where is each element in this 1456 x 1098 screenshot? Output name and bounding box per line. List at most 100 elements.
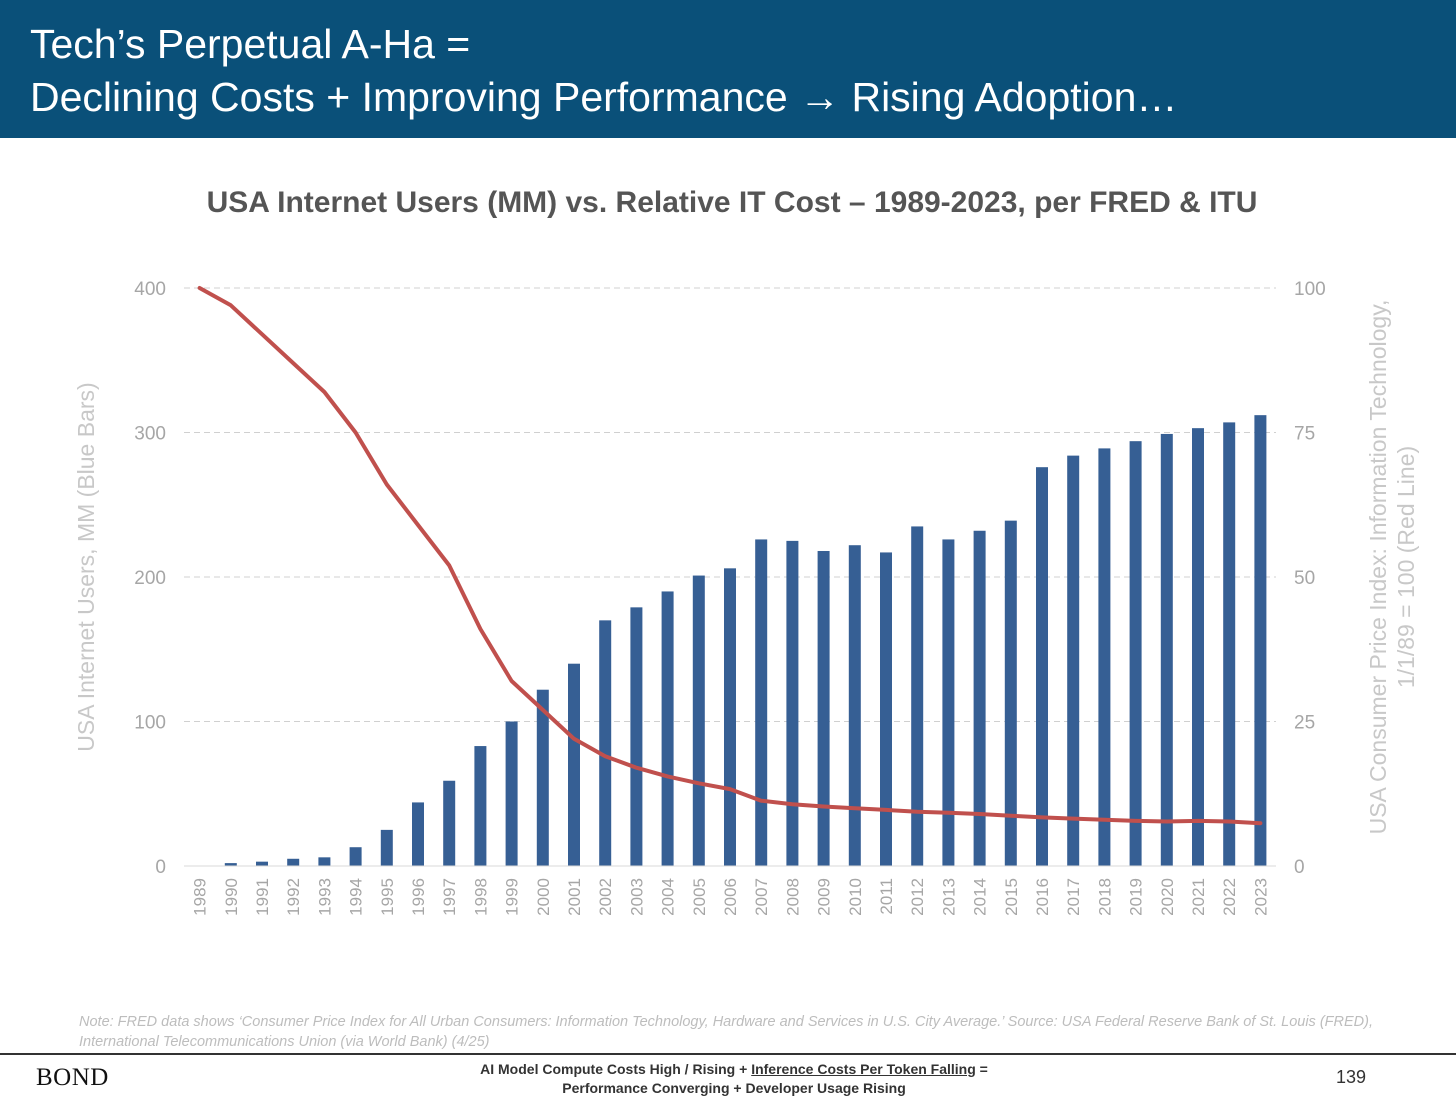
bar — [474, 746, 487, 866]
bar — [1004, 520, 1017, 866]
cpi-line — [197, 286, 1263, 826]
x-axis-tick-label: 1991 — [253, 878, 272, 916]
slide-title-line-1: Tech’s Perpetual A-Ha = — [30, 21, 471, 67]
slide-header: Tech’s Perpetual A-Ha = Declining Costs … — [0, 0, 1456, 138]
bar — [786, 540, 799, 866]
footer-tagline-underlined: Inference Costs Per Token Falling — [751, 1061, 976, 1077]
x-axis-tick-label: 2015 — [1002, 878, 1021, 916]
x-axis-tick-label: 1996 — [409, 878, 428, 916]
bar — [724, 568, 736, 866]
bar — [848, 545, 861, 866]
page-number: 139 — [1336, 1067, 1367, 1087]
bar — [880, 552, 892, 866]
x-axis-tick-label: 2020 — [1158, 878, 1177, 916]
bar — [1254, 415, 1267, 866]
line-series — [197, 286, 1263, 826]
right-axis-label-line-1: USA Consumer Price Index: Information Te… — [1365, 300, 1391, 835]
x-axis-tick-label: 2003 — [627, 878, 646, 916]
x-axis-tick-label: 1999 — [503, 878, 522, 916]
bar — [1129, 441, 1142, 866]
bar — [1160, 433, 1173, 866]
x-axis-tick-label: 2009 — [815, 878, 834, 916]
right-axis-tick-label: 50 — [1294, 568, 1315, 589]
bar — [536, 689, 549, 866]
left-axis-tick-label: 100 — [134, 713, 166, 734]
x-axis-tick-label: 1997 — [440, 878, 459, 916]
bar — [1192, 428, 1204, 866]
bar — [349, 847, 362, 866]
footer-divider — [0, 1053, 1456, 1055]
bar — [692, 575, 705, 866]
x-axis-tick-label: 2022 — [1220, 878, 1239, 916]
x-axis-tick-label: 2014 — [971, 878, 990, 916]
right-axis-label-line-2: 1/1/89 = 100 (Red Line) — [1393, 446, 1419, 688]
bar — [505, 721, 518, 866]
bond-logo: BOND — [36, 1064, 109, 1091]
footnote: Note: FRED data shows ‘Consumer Price In… — [79, 1014, 1373, 1050]
x-axis-tick-label: 2000 — [534, 878, 553, 916]
bar — [287, 858, 300, 866]
x-axis-tick-label: 1992 — [284, 878, 303, 916]
bar — [412, 802, 424, 866]
x-axis-tick-label: 2018 — [1095, 878, 1114, 916]
x-axis-tick-label: 2017 — [1064, 878, 1083, 916]
footer-tagline-prefix: AI Model Compute Costs High / Rising + — [480, 1061, 752, 1077]
footer-tagline-suffix: = — [975, 1061, 988, 1077]
right-axis-tick-label: 25 — [1294, 713, 1315, 734]
x-axis-tick-label: 1990 — [222, 878, 241, 916]
x-axis-tick-label: 2002 — [596, 878, 615, 916]
bar — [318, 857, 331, 866]
x-axis-tick-label: 1994 — [347, 878, 366, 916]
bar — [443, 780, 456, 866]
left-axis-tick-label: 300 — [134, 424, 166, 445]
right-axis-tick-label: 75 — [1294, 424, 1315, 445]
bar — [630, 607, 643, 866]
left-axis-label: USA Internet Users, MM (Blue Bars) — [73, 382, 99, 751]
left-axis-tick-label: 400 — [134, 279, 166, 300]
bar — [661, 591, 674, 866]
bar — [1067, 455, 1080, 866]
bar — [755, 539, 768, 866]
bar — [942, 539, 955, 866]
bar-series — [224, 415, 1267, 866]
axes: 0 100 200 300 400 0 25 50 75 100 1989 1990 1991 1992 1… — [134, 279, 1325, 916]
footer-tagline-line-2: Performance Converging + Developer Usage… — [562, 1080, 906, 1096]
x-axis-tick-label: 1998 — [471, 878, 490, 916]
slide-title-line-2: Declining Costs + Improving Performance … — [30, 74, 1178, 120]
bar — [817, 550, 830, 866]
x-axis-tick-label: 2021 — [1189, 878, 1208, 916]
x-axis-tick-label: 2010 — [846, 878, 865, 916]
x-axis-tick-label: 2006 — [721, 878, 740, 916]
left-axis-tick-label: 0 — [155, 857, 166, 878]
x-axis-tick-label: 1995 — [378, 878, 397, 916]
bar — [973, 530, 986, 866]
bar — [1223, 422, 1236, 866]
x-axis-tick-label: 2012 — [908, 878, 927, 916]
bar — [568, 663, 580, 866]
left-axis-tick-label: 200 — [134, 568, 166, 589]
x-axis-tick-label: 2005 — [690, 878, 709, 916]
right-axis-tick-label: 100 — [1294, 279, 1326, 300]
bar — [224, 863, 237, 866]
chart: 0 100 200 300 400 0 25 50 75 100 1989 1990 1991 1992 1… — [73, 279, 1419, 916]
bar — [1098, 448, 1111, 866]
x-axis-tick-label: 2019 — [1127, 878, 1146, 916]
bar — [256, 861, 268, 866]
x-axis-tick-label: 1993 — [315, 878, 334, 916]
bar — [1036, 467, 1048, 866]
x-axis-tick-label: 2013 — [939, 878, 958, 916]
x-axis-tick-label: 2004 — [659, 878, 678, 916]
bar — [911, 526, 924, 866]
footer-tagline: AI Model Compute Costs High / Rising + I… — [434, 1060, 1034, 1098]
x-axis-tick-label: 2011 — [877, 878, 896, 915]
right-axis-tick-label: 0 — [1294, 857, 1305, 878]
x-axis-tick-label: 2001 — [565, 878, 584, 916]
x-axis-tick-label: 2007 — [752, 878, 771, 916]
bar — [380, 829, 393, 866]
bar — [599, 620, 612, 866]
x-axis-tick-label: 2016 — [1033, 878, 1052, 916]
x-axis-tick-label: 2008 — [783, 878, 802, 916]
chart-title: USA Internet Users (MM) vs. Relative IT … — [206, 186, 1258, 219]
x-axis-tick-label: 2023 — [1251, 878, 1270, 916]
x-axis-tick-label: 1989 — [191, 878, 210, 916]
